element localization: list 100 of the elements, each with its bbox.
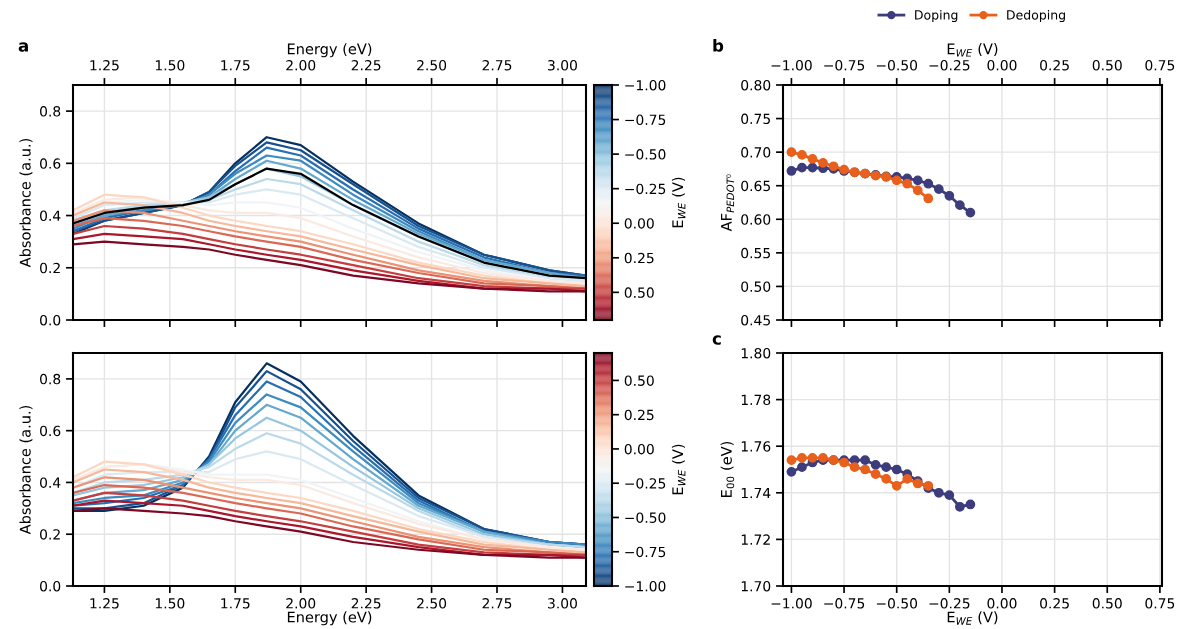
x-tick-label: 2.75 <box>482 60 512 71</box>
color-bar-title: E$_{WE}$ (V) <box>671 444 686 495</box>
y-axis-title: Absorbance (a.u.) <box>19 405 33 535</box>
y-tick-label: 0.80 <box>741 79 771 91</box>
y-tick-label: 0.70 <box>741 147 771 158</box>
x-tick-label: −1.00 <box>771 60 812 71</box>
point <box>807 162 818 173</box>
point <box>933 184 944 194</box>
point <box>786 455 797 466</box>
color-bar-label: −0.25 <box>625 478 666 489</box>
y-tick-label: 1.78 <box>741 394 771 406</box>
text: c <box>712 335 721 345</box>
color-bar-label: 0.00 <box>624 443 654 455</box>
y-tick-label: 0.8 <box>40 106 61 117</box>
point <box>818 158 828 168</box>
y-tick-label: 0.75 <box>741 113 770 125</box>
x-tick-label: 1.75 <box>221 598 250 609</box>
point <box>965 207 976 218</box>
x-tick-label: 2.25 <box>351 60 381 71</box>
y-axis-title: AF$_{PEDOT⁰}$ <box>721 174 735 232</box>
y-tick-label: 0.65 <box>741 180 770 192</box>
text: b <box>713 38 724 52</box>
color-bar-label: 0.25 <box>624 252 654 264</box>
x-tick-label: 2.50 <box>417 598 447 609</box>
x-tick-label: 0.50 <box>1092 598 1122 609</box>
point <box>965 499 976 510</box>
x-tick-label: 1.75 <box>221 60 250 71</box>
point <box>786 466 797 477</box>
y-tick-label: 0.2 <box>40 262 60 274</box>
x-axis-title: E$_{WE}$ (V) <box>947 43 998 57</box>
x-tick-label: 1.50 <box>155 60 185 71</box>
y-tick-label: 0.8 <box>40 373 61 385</box>
x-axis-title: Energy (eV) <box>287 611 372 626</box>
x-tick-label: 2.00 <box>286 60 316 71</box>
point <box>786 166 797 176</box>
color-bar-label: −0.75 <box>625 114 666 126</box>
point <box>797 162 807 173</box>
legend-label: Dedoping <box>1007 9 1065 23</box>
point <box>923 193 934 204</box>
y-tick-label: 0.0 <box>40 314 61 326</box>
point <box>807 153 818 164</box>
color-bar-label: −0.50 <box>625 149 666 160</box>
x-tick-label: 1.50 <box>155 598 185 609</box>
x-tick-label: −1.00 <box>771 598 812 609</box>
color-bar-label: −1.00 <box>625 79 666 91</box>
x-tick-label: 0.50 <box>1092 60 1122 71</box>
x-tick-label: −0.75 <box>824 598 865 609</box>
point <box>955 501 965 512</box>
point <box>891 464 902 475</box>
y-tick-label: 1.76 <box>741 441 771 452</box>
point <box>891 175 902 186</box>
y-tick-label: 0.50 <box>741 281 771 292</box>
point <box>955 200 965 211</box>
x-tick-label: 0.00 <box>987 60 1017 71</box>
x-tick-label: 2.75 <box>482 598 512 609</box>
color-bar-title: E$_{WE}$ (V) <box>671 177 686 228</box>
x-tick-label: 0.25 <box>1040 598 1069 609</box>
point <box>797 462 807 473</box>
point <box>944 490 955 500</box>
point <box>849 462 860 473</box>
x-tick-label: 0.25 <box>1040 60 1069 71</box>
x-tick-label: −0.25 <box>929 60 970 71</box>
y-tick-label: 0.0 <box>40 580 61 592</box>
y-tick-label: 0.6 <box>40 425 61 437</box>
x-tick-label: −0.50 <box>876 60 918 71</box>
text: a <box>18 42 28 52</box>
x-tick-label: 2.50 <box>417 60 447 71</box>
y-tick-label: 0.6 <box>40 158 61 169</box>
point <box>944 190 955 201</box>
y-tick-label: 0.60 <box>741 214 771 225</box>
x-tick-label: 3.00 <box>548 598 577 609</box>
point <box>902 178 913 189</box>
color-bar-label: −0.50 <box>625 512 666 523</box>
point <box>902 473 913 484</box>
color-bar-label: −0.25 <box>625 183 666 195</box>
y-tick-label: 1.70 <box>741 580 771 592</box>
x-tick-label: −0.25 <box>929 598 970 609</box>
x-tick-label: 2.00 <box>286 598 316 609</box>
point <box>807 452 818 463</box>
point <box>870 459 881 470</box>
y-tick-label: 0.4 <box>40 477 61 488</box>
point <box>797 149 807 160</box>
x-axis-title: E$_{WE}$ (V) <box>947 611 998 625</box>
y-tick-label: 0.45 <box>741 314 770 326</box>
point <box>786 147 797 158</box>
point <box>860 464 870 475</box>
color-bar-label: −0.75 <box>625 546 666 558</box>
x-axis-title: Energy (eV) <box>287 43 372 58</box>
y-axis-title: Absorbance (a.u.) <box>19 138 33 268</box>
legend-label: Doping <box>915 9 958 23</box>
point <box>870 469 881 480</box>
x-tick-label: −0.75 <box>824 60 865 71</box>
y-axis-title: E$_{00}$ (eV) <box>720 441 735 497</box>
x-tick-label: 0.00 <box>987 598 1017 609</box>
x-tick-label: 3.00 <box>548 60 577 71</box>
color-bar-label: 0.50 <box>624 375 654 386</box>
x-tick-label: 2.25 <box>351 598 381 609</box>
y-tick-label: 1.80 <box>741 347 771 359</box>
point <box>881 462 892 473</box>
x-tick-label: 1.25 <box>90 60 119 71</box>
